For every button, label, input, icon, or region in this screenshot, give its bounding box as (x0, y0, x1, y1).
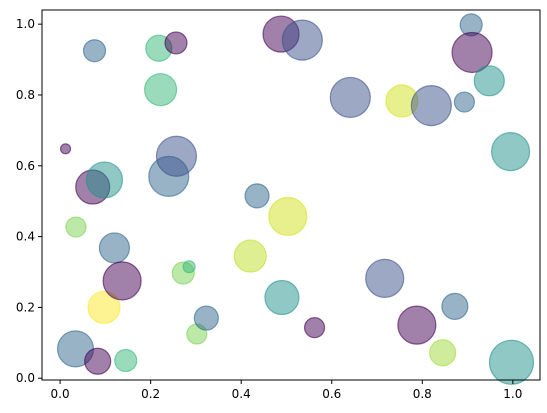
y-tick-label: 0.8 (16, 88, 35, 102)
scatter-point-39 (488, 339, 535, 385)
scatter-point-1 (65, 216, 87, 238)
y-tick-label: 0.0 (16, 371, 35, 385)
scatter-point-36 (451, 31, 493, 74)
scatter-point-17 (182, 260, 196, 274)
y-tick-label: 0.4 (16, 230, 35, 244)
scatter-point-37 (473, 65, 505, 97)
scatter-point-20 (233, 239, 267, 273)
scatter-point-5 (85, 161, 124, 199)
x-tick-label: 0.8 (413, 387, 432, 401)
scatter-point-12 (144, 73, 178, 107)
scatter-point-15 (155, 135, 198, 177)
scatter-point-28 (365, 258, 405, 298)
scatter-point-25 (281, 19, 323, 61)
scatter-point-27 (329, 76, 371, 119)
scatter-point-3 (82, 39, 107, 63)
x-tick-label: 0.6 (322, 387, 341, 401)
scatter-point-10 (114, 348, 138, 373)
scatter-point-32 (429, 339, 457, 367)
y-axis: 0.0 0.2 0.4 0.6 0.8 1.0 (16, 17, 42, 385)
scatter-point-33 (441, 292, 469, 320)
scatter-point-21 (244, 183, 270, 209)
scatter-point-26 (303, 316, 326, 339)
points-layer (56, 13, 535, 385)
x-tick-label: 0.4 (232, 387, 251, 401)
y-tick-label: 0.2 (16, 300, 35, 314)
scatter-point-30 (397, 305, 437, 345)
scatter-point-31 (410, 84, 452, 127)
scatter-point-23 (264, 279, 300, 316)
scatter-point-0 (59, 143, 72, 155)
x-tick-label: 0.2 (141, 387, 160, 401)
x-axis: 0.0 0.2 0.4 0.6 0.8 1.0 (51, 380, 522, 401)
scatter-point-19 (193, 305, 219, 331)
scatter-point-7 (87, 290, 121, 325)
scatter-point-9 (102, 261, 142, 301)
scatter-point-6 (84, 347, 112, 375)
scatter-point-38 (490, 132, 531, 172)
scatter-point-24 (268, 196, 308, 237)
scatter-point-34 (453, 91, 475, 113)
x-tick-label: 0.0 (51, 387, 70, 401)
x-tick-label: 1.0 (503, 387, 522, 401)
y-tick-label: 1.0 (16, 17, 35, 31)
plot-frame (41, 9, 541, 381)
y-tick-label: 0.6 (16, 159, 35, 173)
scatter-point-14 (164, 31, 188, 55)
scatter-point-8 (98, 232, 131, 264)
